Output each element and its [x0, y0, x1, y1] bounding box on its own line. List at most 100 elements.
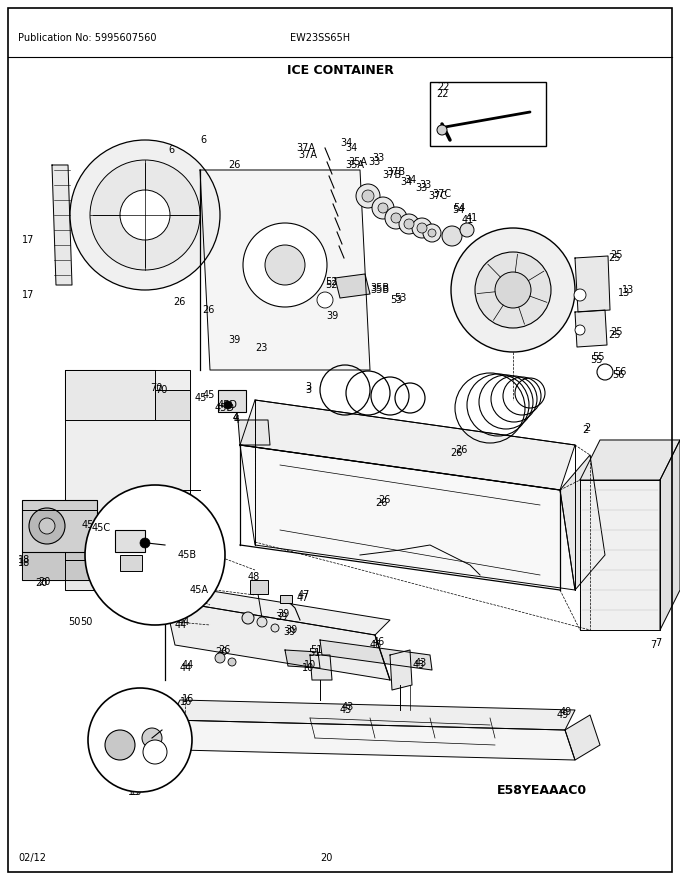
Circle shape [140, 538, 150, 548]
Polygon shape [575, 256, 610, 312]
Circle shape [242, 612, 254, 624]
Polygon shape [660, 440, 680, 630]
Text: 44: 44 [172, 603, 184, 613]
Text: 26: 26 [228, 160, 240, 170]
Text: 7: 7 [655, 638, 661, 648]
Circle shape [85, 485, 225, 625]
Text: 6: 6 [168, 145, 174, 155]
Text: 26: 26 [450, 448, 462, 458]
Text: 2: 2 [584, 423, 590, 433]
Text: 45B: 45B [186, 547, 205, 557]
Text: 47: 47 [297, 593, 309, 603]
Text: 33: 33 [372, 153, 384, 163]
Text: 55: 55 [590, 355, 602, 365]
Polygon shape [335, 274, 370, 298]
Text: 10: 10 [304, 660, 316, 670]
Polygon shape [575, 310, 607, 347]
Text: 33: 33 [368, 157, 380, 167]
Text: 20: 20 [320, 853, 333, 863]
Text: 39: 39 [277, 609, 289, 619]
Text: 37A: 37A [298, 150, 317, 160]
Text: 45C: 45C [82, 520, 101, 530]
Text: 15: 15 [130, 787, 142, 797]
Text: 26: 26 [202, 305, 214, 315]
Polygon shape [320, 640, 432, 670]
Text: 20: 20 [38, 577, 50, 587]
Text: 37B: 37B [386, 167, 405, 177]
Text: 53: 53 [394, 293, 407, 303]
Circle shape [412, 218, 432, 238]
Polygon shape [560, 455, 605, 590]
Text: 43: 43 [342, 702, 354, 712]
Text: ICE CONTAINER: ICE CONTAINER [286, 63, 394, 77]
Text: 46: 46 [373, 637, 386, 647]
Text: 44: 44 [175, 620, 187, 630]
Text: 56: 56 [612, 370, 624, 380]
Text: 37C: 37C [432, 189, 451, 199]
Circle shape [317, 292, 333, 308]
Text: 49: 49 [557, 710, 569, 720]
Circle shape [243, 223, 327, 307]
Text: 26: 26 [375, 498, 388, 508]
Text: 45D: 45D [218, 400, 238, 410]
Text: EW23SS65H: EW23SS65H [290, 33, 350, 43]
Text: E58YEAAAC0: E58YEAAAC0 [497, 783, 587, 796]
Text: 44: 44 [168, 605, 180, 615]
Text: 39: 39 [326, 311, 338, 321]
Text: 2: 2 [582, 425, 588, 435]
Circle shape [391, 213, 401, 223]
Text: 54: 54 [453, 203, 465, 213]
Text: 4: 4 [233, 413, 239, 423]
Bar [280, 595, 292, 603]
Text: 45A: 45A [190, 585, 209, 595]
Circle shape [378, 203, 388, 213]
Polygon shape [170, 700, 575, 730]
Text: 46: 46 [370, 640, 382, 650]
Circle shape [475, 252, 551, 328]
Bar [155, 390, 190, 420]
Circle shape [372, 197, 394, 219]
Text: 44: 44 [180, 663, 192, 673]
Text: 34: 34 [404, 175, 416, 185]
Text: 55: 55 [592, 352, 605, 362]
Text: 43: 43 [413, 660, 425, 670]
Text: 02/12: 02/12 [18, 853, 46, 863]
Bar [22, 500, 97, 552]
Text: 43: 43 [158, 747, 170, 757]
Text: 26: 26 [378, 495, 390, 505]
Polygon shape [285, 650, 320, 668]
Circle shape [224, 401, 232, 409]
Text: 35B: 35B [370, 283, 389, 293]
Text: 34: 34 [400, 177, 412, 187]
Circle shape [271, 624, 279, 632]
Circle shape [228, 658, 236, 666]
Polygon shape [170, 720, 575, 760]
Text: 43: 43 [156, 730, 168, 740]
Text: Publication No: 5995607560: Publication No: 5995607560 [18, 33, 156, 43]
Polygon shape [580, 480, 660, 630]
Circle shape [257, 617, 267, 627]
Text: 26: 26 [218, 645, 231, 655]
Circle shape [88, 688, 192, 792]
Text: 16: 16 [180, 697, 192, 707]
Text: 51: 51 [310, 645, 322, 655]
Circle shape [574, 289, 586, 301]
Polygon shape [390, 650, 412, 690]
Text: 26: 26 [215, 647, 227, 657]
Circle shape [428, 229, 436, 237]
Circle shape [423, 224, 441, 242]
Text: 45: 45 [203, 390, 216, 400]
Text: 43: 43 [158, 750, 170, 760]
Circle shape [143, 740, 167, 764]
Text: 26: 26 [173, 297, 186, 307]
Text: 39: 39 [275, 612, 287, 622]
Text: 22: 22 [436, 89, 449, 99]
Text: 33: 33 [419, 180, 431, 190]
Text: 15: 15 [128, 787, 140, 797]
Bar [120, 555, 142, 571]
Text: 26: 26 [455, 445, 467, 455]
Text: 43: 43 [415, 658, 427, 668]
Text: 34: 34 [340, 138, 352, 148]
Text: 44: 44 [178, 617, 190, 627]
Text: 17: 17 [22, 290, 35, 300]
